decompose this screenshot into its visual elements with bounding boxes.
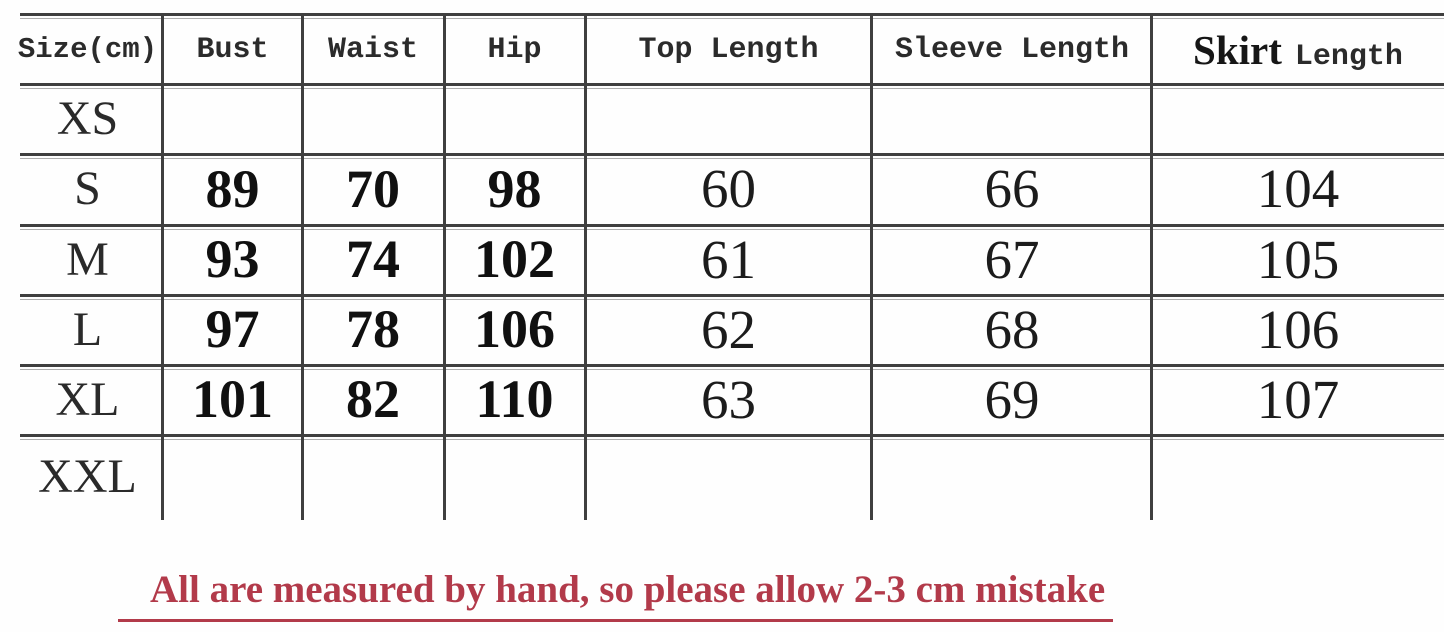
row-xxl-skirt-length	[1152, 434, 1444, 518]
row-m-waist: 74	[346, 229, 400, 289]
row-l-waist: 78	[346, 299, 400, 359]
row-separator-xl-xxl	[20, 434, 1444, 441]
header-skirt-length: Skirt Length	[1152, 16, 1444, 83]
column-divider-bust-waist	[301, 14, 304, 520]
row-xl-skirt-length: 107	[1256, 368, 1340, 430]
row-xl-waist: 82	[346, 369, 400, 429]
row-m-size: M	[66, 232, 109, 286]
row-separator-s-m	[20, 224, 1444, 231]
row-l-sleeve-length: 68	[984, 298, 1040, 360]
row-s-bust: 89	[205, 158, 260, 219]
row-xxl-bust	[163, 434, 302, 518]
row-separator-m-l	[20, 294, 1444, 301]
header-hip: Hip	[444, 16, 585, 83]
column-divider-waist-hip	[443, 14, 446, 520]
skirt-word: Skirt	[1193, 26, 1282, 73]
column-divider-top-sleeve	[870, 14, 873, 520]
row-separator-xs-s	[20, 153, 1444, 160]
row-s-hip: 98	[487, 158, 542, 219]
column-divider-size-bust	[161, 14, 164, 520]
row-xs-bust	[163, 83, 302, 153]
header-bust: Bust	[163, 16, 302, 83]
measurement-note: All are measured by hand, so please allo…	[118, 567, 1114, 622]
header-size: Size(cm)	[12, 16, 163, 83]
row-m-top-length: 61	[701, 228, 756, 290]
header-size-label: Size(cm)	[17, 33, 158, 66]
row-l-hip: 106	[474, 299, 555, 359]
row-m-skirt-length: 105	[1256, 228, 1340, 290]
header-waist: Waist	[302, 16, 444, 83]
row-xl-bust: 101	[192, 369, 273, 429]
row-xl-top-length: 63	[701, 368, 756, 430]
header-sleeve-length: Sleeve Length	[872, 16, 1152, 83]
column-divider-sleeve-skirt	[1150, 14, 1153, 520]
row-l-skirt-length: 106	[1256, 298, 1340, 360]
header-top-length-label: Top Length	[638, 32, 819, 67]
row-xs-hip	[444, 83, 585, 153]
row-s-waist: 70	[346, 158, 400, 219]
row-xxl-sleeve-length	[872, 434, 1152, 518]
row-xxl-hip	[444, 434, 585, 518]
row-m-sleeve-length: 67	[984, 228, 1040, 290]
row-l-top-length: 62	[701, 298, 756, 360]
row-separator-header-xs	[20, 83, 1444, 90]
row-separator-l-xl	[20, 364, 1444, 371]
row-xl-hip: 110	[475, 369, 554, 429]
header-sleeve-length-label: Sleeve Length	[894, 32, 1130, 67]
row-xs-waist	[302, 83, 444, 153]
row-s-skirt-length: 104	[1256, 158, 1340, 219]
header-bust-label: Bust	[196, 32, 269, 67]
row-xxl-waist	[302, 434, 444, 518]
row-l-bust: 97	[205, 299, 260, 359]
header-hip-label: Hip	[487, 32, 542, 67]
measurement-note-text: All are measured by hand, so please allo…	[118, 567, 1114, 622]
skirt-length-word: Length	[1294, 39, 1403, 74]
header-waist-label: Waist	[327, 32, 418, 67]
row-s-sleeve-length: 66	[984, 158, 1040, 219]
row-xl-size: XL	[55, 372, 120, 426]
header-skirt-length-label: Skirt Length	[1193, 26, 1403, 74]
size-table: Size(cm) Bust Waist Hip Top Length Sleev…	[12, 16, 1444, 518]
table-top-border	[20, 13, 1444, 20]
row-xxl-size: XXL	[38, 449, 137, 503]
row-s-size: S	[74, 162, 101, 215]
row-s-top-length: 60	[701, 158, 756, 219]
row-xs-top-length	[585, 83, 872, 153]
row-xl-sleeve-length: 69	[984, 368, 1040, 430]
row-xs-size: XS	[56, 91, 119, 145]
row-m-hip: 102	[474, 229, 555, 289]
header-top-length: Top Length	[585, 16, 872, 83]
row-l-size: L	[72, 302, 103, 356]
row-xs-sleeve-length	[872, 83, 1152, 153]
row-xxl-top-length	[585, 434, 872, 518]
row-xs-skirt-length	[1152, 83, 1444, 153]
row-m-bust: 93	[205, 229, 260, 289]
column-divider-hip-top	[584, 14, 587, 520]
